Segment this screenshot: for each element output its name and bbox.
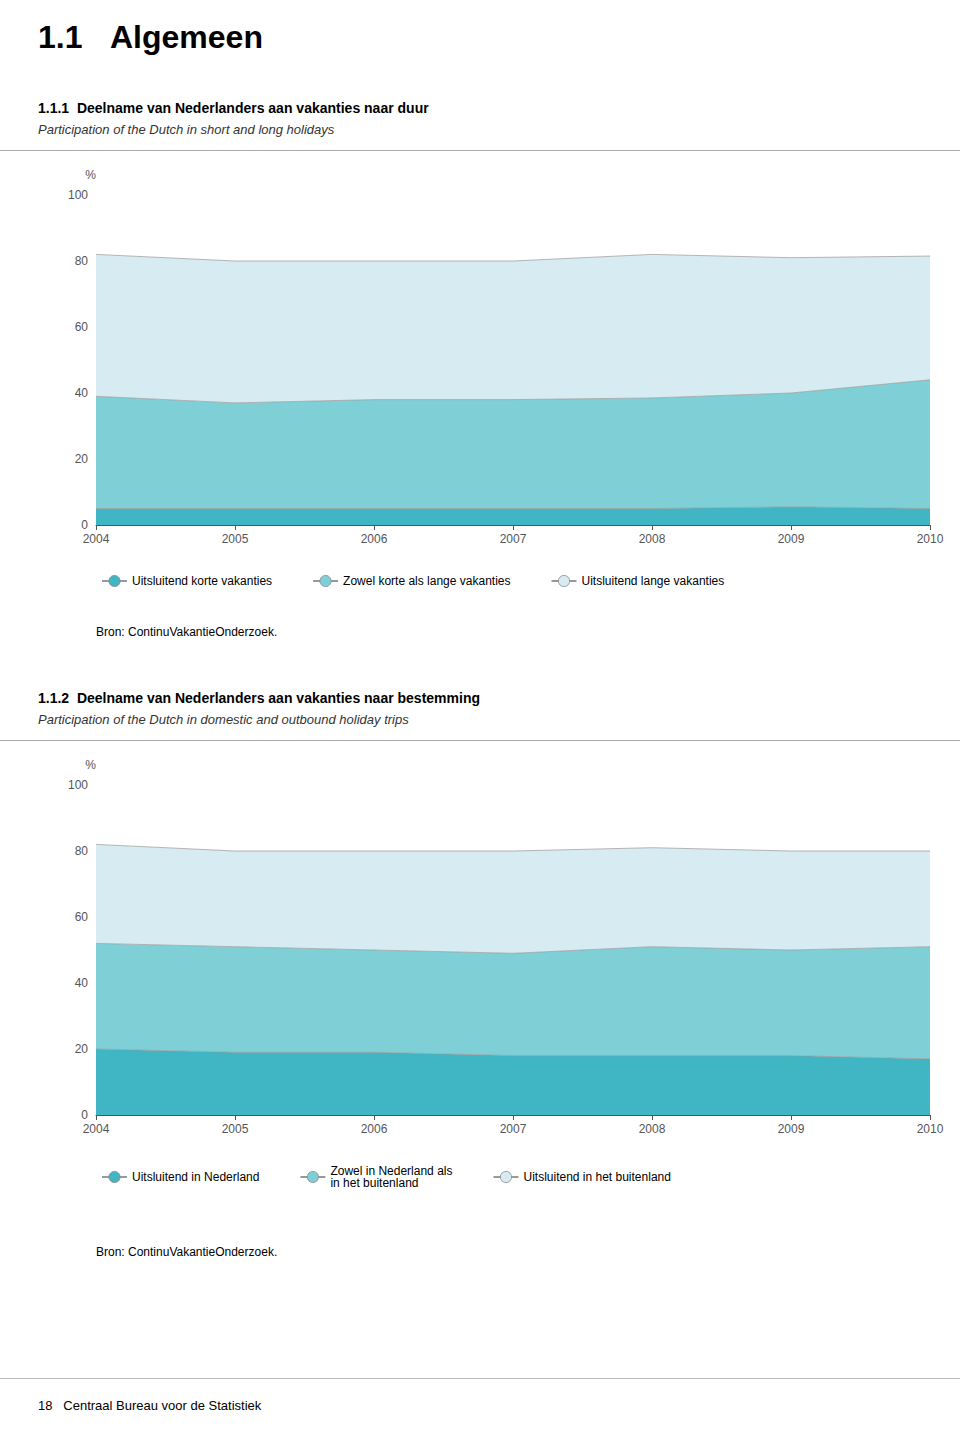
html-text:1.1.2 Deelname van Nederlander: 1.1.2 Deelname van Nederlanders aan vaka…	[38, 690, 480, 706]
svg-text:60: 60	[75, 910, 89, 924]
svg-text:in het buitenland: in het buitenland	[330, 1176, 418, 1190]
svg-text:2007: 2007	[500, 532, 527, 546]
svg-text:0: 0	[81, 518, 88, 532]
html-text:Participation of the Dutch in: Participation of the Dutch in short and …	[38, 122, 335, 137]
svg-text:Uitsluitend lange vakanties: Uitsluitend lange vakanties	[581, 574, 724, 588]
svg-text:2010: 2010	[917, 532, 944, 546]
html-text:Algemeen: Algemeen	[110, 19, 263, 55]
svg-text:2005: 2005	[222, 1122, 249, 1136]
svg-text:60: 60	[75, 320, 89, 334]
svg-text:2010: 2010	[917, 1122, 944, 1136]
svg-text:80: 80	[75, 254, 89, 268]
svg-text:20: 20	[75, 452, 89, 466]
svg-text:2009: 2009	[778, 1122, 805, 1136]
svg-text:100: 100	[68, 778, 88, 792]
svg-text:40: 40	[75, 976, 89, 990]
svg-text:Uitsluitend in Nederland: Uitsluitend in Nederland	[132, 1170, 259, 1184]
svg-text:2009: 2009	[778, 532, 805, 546]
svg-text:2006: 2006	[361, 532, 388, 546]
svg-text:20: 20	[75, 1042, 89, 1056]
svg-text:2005: 2005	[222, 532, 249, 546]
svg-text:100: 100	[68, 188, 88, 202]
svg-text:Zowel in Nederland als: Zowel in Nederland als	[330, 1164, 453, 1178]
svg-text:Uitsluitend in het buitenland: Uitsluitend in het buitenland	[523, 1170, 670, 1184]
svg-text:2004: 2004	[83, 1122, 110, 1136]
svg-text:2006: 2006	[361, 1122, 388, 1136]
svg-text:2004: 2004	[83, 532, 110, 546]
svg-text:%: %	[85, 758, 96, 772]
html-text:18 Centraal Bureau voor de Sta: 18 Centraal Bureau voor de Statistiek	[38, 1398, 262, 1413]
svg-text:%: %	[85, 168, 96, 182]
svg-text:Uitsluitend korte vakanties: Uitsluitend korte vakanties	[132, 574, 272, 588]
html-text:1.1: 1.1	[38, 19, 83, 55]
svg-text:2008: 2008	[639, 532, 666, 546]
html-text:Participation of the Dutch in: Participation of the Dutch in domestic a…	[38, 712, 409, 727]
svg-text:Zowel korte als lange vakantie: Zowel korte als lange vakanties	[343, 574, 510, 588]
svg-text:0: 0	[81, 1108, 88, 1122]
html-text:Bron: ContinuVakantieOnderzoek: Bron: ContinuVakantieOnderzoek.	[96, 625, 278, 639]
svg-text:2007: 2007	[500, 1122, 527, 1136]
svg-text:40: 40	[75, 386, 89, 400]
html-text:Bron: ContinuVakantieOnderzoek: Bron: ContinuVakantieOnderzoek.	[96, 1245, 278, 1259]
html-text:1.1.1 Deelname van Nederlander: 1.1.1 Deelname van Nederlanders aan vaka…	[38, 100, 429, 116]
svg-text:80: 80	[75, 844, 89, 858]
svg-text:2008: 2008	[639, 1122, 666, 1136]
